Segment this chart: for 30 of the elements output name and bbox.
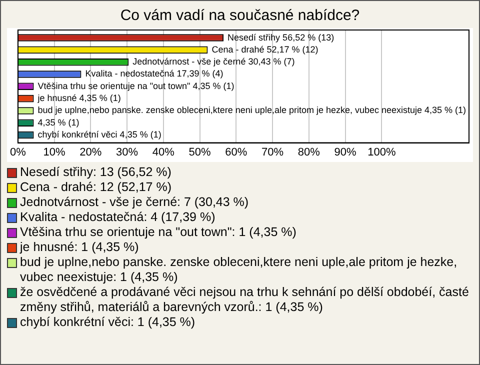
legend-label: že osvědčené a prodávané věci nejsou na trhu k sehnání po dělší obdobéí, časté změny střihů, materiálů a barevných vzorů.: 1 (4,35 %) — [20, 285, 470, 315]
legend-label: Cena - drahé: 12 (52,17 %) — [20, 180, 172, 195]
x-tick-label: 10% — [43, 146, 66, 158]
data-label: chybí konkrétní věci 4,35 % (1) — [38, 130, 162, 140]
legend-label: Nesedí střihy: 13 (56,52 %) — [20, 165, 172, 180]
x-tick-label: 100% — [368, 146, 396, 158]
legend-label: je hnusné: 1 (4,35 %) — [20, 240, 139, 255]
data-label: 4,35 % (1) — [38, 117, 80, 128]
x-tick-label: 50% — [188, 146, 212, 158]
x-tick-label: 80% — [298, 146, 320, 158]
x-tick-label: 90% — [334, 146, 357, 158]
legend-label: Kvalita - nedostatečná: 4 (17,39 %) — [20, 210, 216, 225]
x-tick-label: 60% — [225, 146, 248, 158]
data-label: Cena - drahé 52,17 % (12) — [212, 44, 318, 54]
data-label: Vtěšina trhu se orientuje na "out town" 4,35 % (1) — [38, 80, 234, 91]
x-tick-label: 30% — [116, 146, 138, 158]
data-label: Jednotvárnost - vše je černé 30,43 % (7) — [132, 56, 295, 67]
x-tick-label: 40% — [152, 146, 175, 158]
x-tick-label: 0% — [10, 146, 26, 158]
legend-label: Vtěšina trhu se orientuje na "out town": 1 (4,35 %) — [20, 225, 296, 240]
data-label: Kvalita - nedostatečná 17,39 % (4) — [85, 68, 224, 79]
chart-title: Co vám vadí na současné nabídce? — [119, 6, 361, 26]
x-tick-label: 70% — [262, 146, 284, 158]
data-label: Nesedí střihy 56,52 % (13) — [228, 32, 334, 42]
legend-label: bud je uplne,nebo panske. zenske obleceni,ktere neni uple,ale pritom je hezke, vubec neexistuje: 1 (4,35 %) — [20, 255, 458, 285]
data-label: je hnusné 4,35 % (1) — [36, 93, 121, 104]
legend-label: Jednotvárnost - vše je černé: 7 (30,43 %) — [20, 195, 249, 210]
legend-label: chybí konkrétní věci: 1 (4,35 %) — [20, 315, 196, 330]
data-label: bud je uplne,nebo panske. zenske obleceni,ktere neni uple,ale pritom je hezke, vubec neexistuje 4,35 % (1) — [38, 105, 466, 116]
x-tick-label: 20% — [80, 146, 102, 158]
